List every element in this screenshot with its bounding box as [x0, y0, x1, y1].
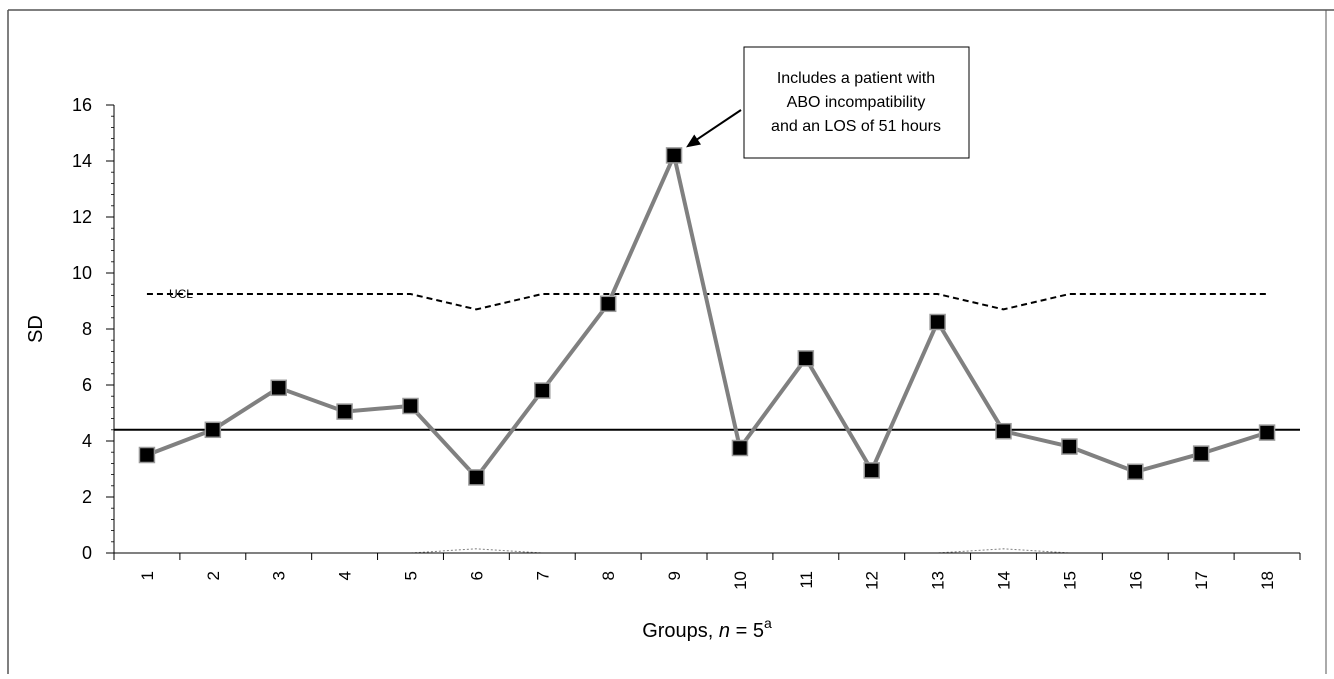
x-tick-label: 13: [929, 571, 948, 590]
y-tick-label: 12: [72, 207, 92, 227]
x-tick-label: 10: [731, 571, 750, 590]
series-line: [146, 149, 1268, 481]
data-point: [468, 469, 485, 486]
annotation-line-2: ABO incompatibility: [787, 94, 926, 111]
x-tick-label: 1: [138, 571, 157, 580]
data-point: [402, 397, 419, 415]
y-tick-label: 10: [72, 263, 92, 283]
data-point: [1061, 438, 1078, 455]
x-tick-label: 14: [995, 571, 1014, 590]
lcl-layer: [146, 548, 1268, 554]
annotation-line-3: and an LOS of 51 hours: [771, 118, 941, 135]
x-tick-label: 3: [270, 571, 289, 580]
x-tick-label: 18: [1258, 571, 1277, 590]
lcl-line: [146, 548, 1268, 554]
x-axis-title-superscript: a: [764, 615, 772, 631]
y-axis-title: SD: [25, 315, 47, 343]
y-tick-label: 6: [82, 375, 92, 395]
data-point: [336, 403, 353, 420]
data-point: [863, 462, 880, 479]
data-point: [731, 439, 749, 457]
x-axis-title-middle: = 5: [730, 620, 764, 642]
y-tick-label: 14: [72, 151, 92, 171]
data-point: [138, 446, 156, 464]
data-point: [995, 422, 1012, 440]
x-axis-title: Groups, n = 5a: [642, 615, 772, 642]
x-tick-label: 9: [665, 571, 684, 580]
y-tick-label: 16: [72, 95, 92, 115]
x-tick-label: 2: [204, 571, 223, 580]
annotation: Includes a patient with ABO incompatibil…: [686, 46, 970, 159]
data-point: [204, 421, 222, 439]
data-point: [929, 313, 946, 331]
series-layer: [138, 147, 1276, 486]
data-point: [599, 295, 617, 313]
data-point: [270, 379, 287, 397]
x-tick-label: 6: [467, 571, 486, 580]
y-tick-label: 4: [82, 431, 92, 451]
y-tick-label: 8: [82, 319, 92, 339]
x-tick-label: 12: [863, 571, 882, 590]
y-tick-label: 2: [82, 487, 92, 507]
data-point: [1258, 424, 1276, 441]
data-point: [534, 382, 551, 399]
x-tick-label: 17: [1192, 571, 1211, 590]
annotation-arrow: [693, 109, 742, 143]
x-tick-label: 4: [336, 571, 355, 580]
y-tick-label: 0: [82, 543, 92, 563]
ucl-label: UCL: [169, 287, 193, 301]
x-tick-label: 8: [599, 571, 618, 580]
x-axis-title-n: n: [719, 620, 730, 642]
data-point: [665, 147, 683, 164]
x-tick-label: 11: [797, 571, 816, 589]
x-tick-label: 5: [402, 571, 421, 580]
x-tick-label: 7: [533, 571, 552, 580]
annotation-box: [743, 46, 970, 159]
annotation-arrowhead: [686, 134, 702, 148]
data-point: [797, 350, 815, 367]
annotation-line-1: Includes a patient with: [777, 70, 935, 87]
data-point: [1192, 445, 1210, 462]
data-point: [1127, 463, 1144, 481]
x-tick-label: 16: [1126, 571, 1145, 590]
x-axis-title-prefix: Groups,: [642, 620, 719, 642]
x-tick-label: 15: [1060, 571, 1079, 590]
